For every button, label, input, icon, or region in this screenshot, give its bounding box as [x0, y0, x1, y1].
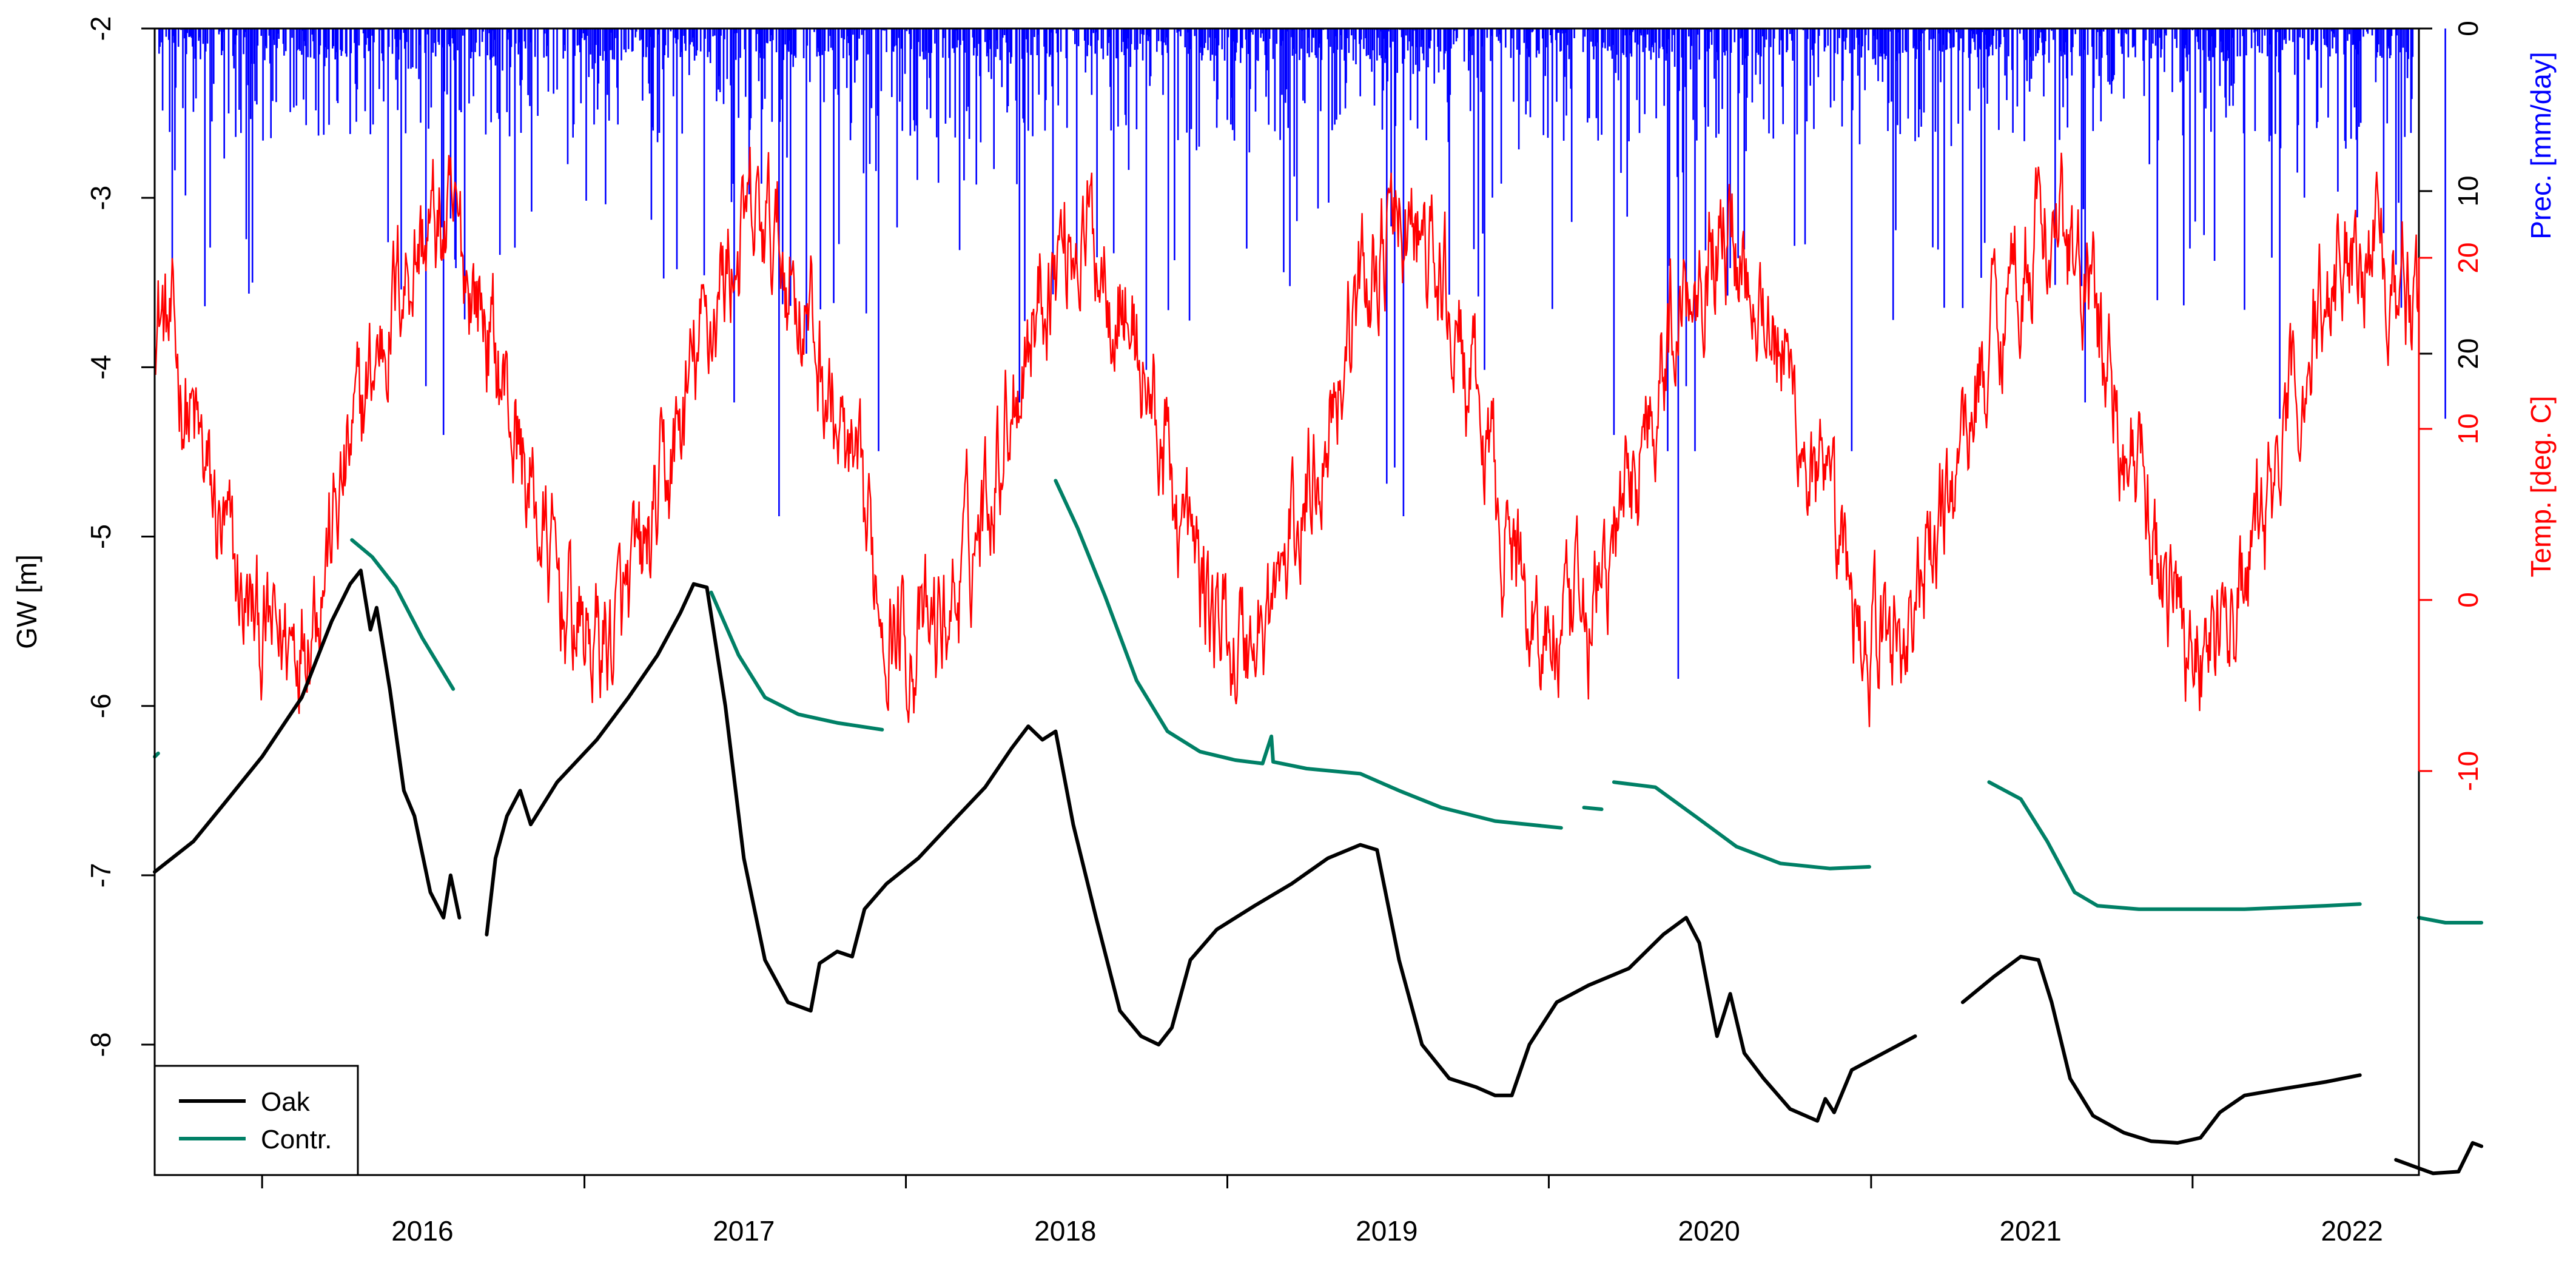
legend-label-contr: Contr. — [261, 1125, 332, 1154]
gw-tick-label: -6 — [85, 693, 116, 718]
temp-tick-label: 10 — [2452, 413, 2484, 444]
year-tick-label: 2017 — [713, 1215, 775, 1247]
year-tick-label: 2022 — [2321, 1215, 2383, 1247]
precipitation-axis-label: Prec. [mm/day] — [2525, 52, 2557, 239]
gw-axis-label: GW [m] — [11, 554, 42, 649]
series-line-oak — [2394, 1141, 2484, 1176]
series-line-contr — [1612, 780, 1871, 871]
series-line-contr — [2417, 915, 2484, 925]
series-line-oak — [485, 582, 1917, 1123]
precipitation-bars — [158, 29, 2446, 679]
series-line-contr — [350, 538, 456, 691]
series-line-contr — [709, 590, 884, 732]
temp-tick-label: 0 — [2452, 592, 2484, 608]
precip-tick-label: 10 — [2452, 175, 2484, 206]
precip-tick-label: 20 — [2452, 338, 2484, 369]
temperature-series — [153, 147, 2420, 727]
series-line-contr — [1582, 806, 1604, 811]
temperature-line — [153, 147, 2420, 727]
gw-tick-label: -3 — [85, 186, 116, 210]
gw-tick-label: -7 — [85, 863, 116, 887]
series-line-oak — [153, 568, 462, 920]
precipitation-series — [158, 29, 2446, 679]
year-tick-label: 2021 — [2000, 1215, 2062, 1247]
series-line-oak — [1960, 954, 2362, 1145]
gw-tick-label: -5 — [85, 524, 116, 549]
legend-box — [153, 1065, 359, 1176]
legend-label-oak: Oak — [261, 1087, 311, 1117]
temperature-axis-label: Temp. [deg. C] — [2525, 396, 2557, 577]
precip-tick-label: 0 — [2452, 21, 2484, 36]
year-tick-label: 2016 — [391, 1215, 453, 1247]
gw-tick-label: -2 — [85, 16, 116, 41]
gw-tick-label: -8 — [85, 1032, 116, 1057]
gw-tick-label: -4 — [85, 355, 116, 380]
series-line-contr — [1987, 780, 2362, 911]
legend: Oak Contr. — [153, 1065, 359, 1176]
groundwater-series — [153, 479, 2484, 1176]
year-tick-label: 2020 — [1678, 1215, 1740, 1247]
temp-tick-label: -10 — [2452, 751, 2484, 791]
year-tick-label: 2019 — [1356, 1215, 1417, 1247]
year-tick-label: 2018 — [1034, 1215, 1096, 1247]
series-line-contr — [1054, 479, 1563, 830]
temp-tick-label: 20 — [2452, 242, 2484, 273]
